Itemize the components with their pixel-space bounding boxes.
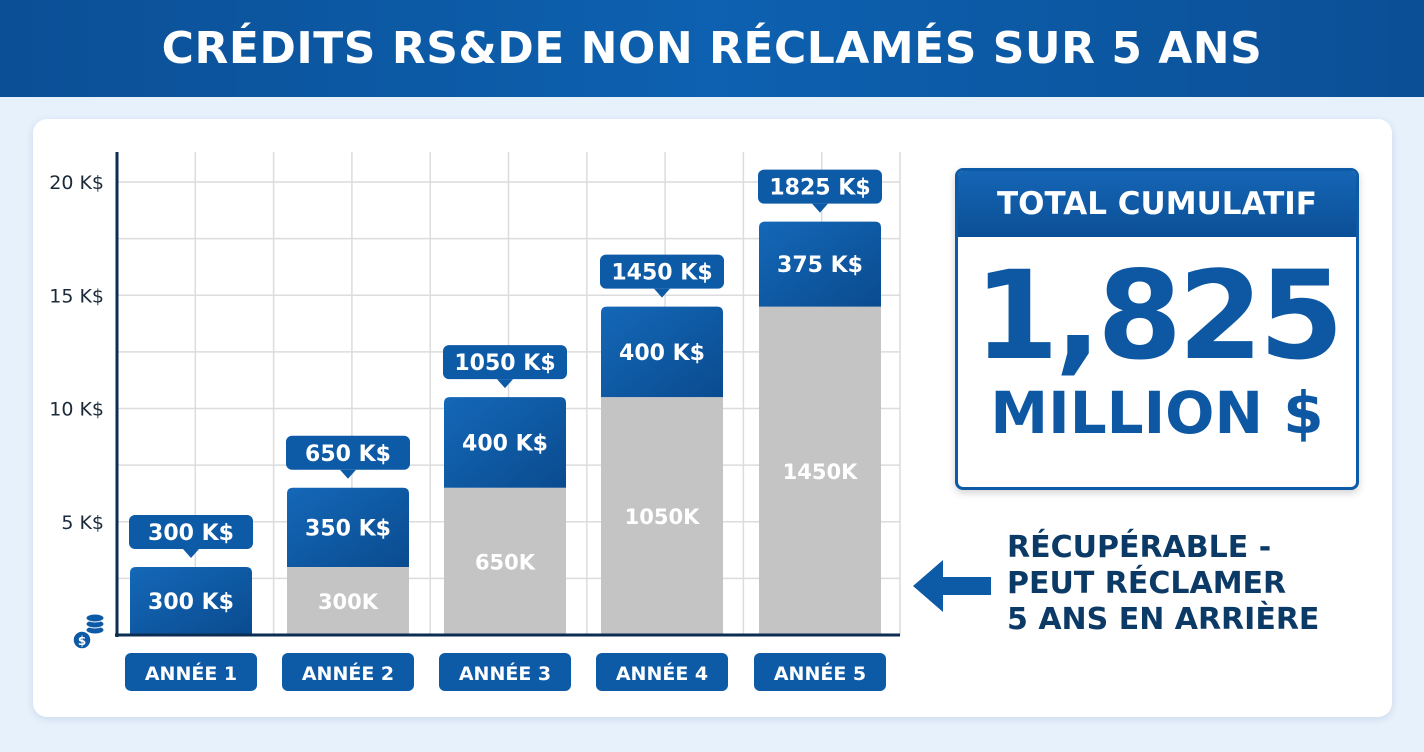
bar-label-new: 400 K$ — [462, 431, 548, 456]
recoverable-note: RÉCUPÉRABLE - PEUT RÉCLAMER 5 ANS EN ARR… — [1007, 530, 1319, 638]
bar-segment-new — [287, 487, 409, 568]
callout-pointer — [183, 549, 199, 559]
bar-segment-previous — [287, 567, 409, 635]
category-label: ANNÉE 5 — [774, 662, 866, 685]
bar-segment-previous — [601, 397, 723, 635]
coin — [85, 613, 105, 623]
bar-label-previous: 1450K — [783, 460, 858, 484]
total-unit: MILLION $ — [990, 379, 1324, 447]
bar-segment-previous — [759, 306, 881, 635]
total-label: 650 K$ — [305, 442, 391, 467]
coin — [72, 630, 92, 650]
y-tick-label: 15 K$ — [49, 285, 104, 307]
category-label: ANNÉE 4 — [616, 662, 708, 685]
total-callout — [600, 254, 724, 289]
bar-segment-new — [601, 306, 723, 398]
callout-pointer — [497, 379, 513, 389]
callout-pointer — [340, 469, 356, 479]
bar-segment-new — [759, 221, 881, 307]
total-label: 1050 K$ — [454, 351, 555, 376]
arrow-left-icon — [913, 560, 991, 612]
y-tick-label: 10 K$ — [49, 399, 104, 421]
bar-segment-new — [130, 567, 252, 635]
category-label: ANNÉE 1 — [145, 662, 237, 685]
total-callout — [129, 515, 253, 550]
category-pill — [282, 653, 414, 691]
total-callout — [758, 169, 882, 204]
title-bar: CRÉDITS RS&DE NON RÉCLAMÉS SUR 5 ANS — [0, 0, 1424, 97]
bar-label-previous: 300K — [318, 590, 379, 614]
category-label: ANNÉE 2 — [302, 662, 394, 685]
coins-dollar-icon: $ — [72, 613, 105, 650]
page-title: CRÉDITS RS&DE NON RÉCLAMÉS SUR 5 ANS — [161, 23, 1263, 74]
category-pill — [596, 653, 728, 691]
category-pill — [439, 653, 571, 691]
bar-label-new: 375 K$ — [777, 253, 863, 278]
total-header: TOTAL CUMULATIF — [958, 171, 1356, 237]
category-pill — [125, 653, 257, 691]
bar-label-new: 300 K$ — [148, 590, 234, 615]
bar-segment-new — [444, 397, 566, 488]
category-pill — [754, 653, 886, 691]
total-label: 1825 K$ — [769, 176, 870, 201]
total-value: 1,825 — [974, 245, 1344, 387]
note-line: PEUT RÉCLAMER — [1007, 566, 1287, 601]
total-callout — [286, 435, 410, 470]
total-label: 300 K$ — [148, 521, 234, 546]
bar-label-new: 400 K$ — [619, 341, 705, 366]
bar-label-previous: 1050K — [625, 505, 700, 529]
note-line: 5 ANS EN ARRIÈRE — [1007, 602, 1320, 637]
dollar-sign: $ — [78, 634, 86, 648]
bar-label-new: 350 K$ — [305, 516, 391, 541]
callout-pointer — [654, 288, 670, 298]
bar-label-previous: 650K — [475, 550, 536, 574]
note-line: RÉCUPÉRABLE - — [1007, 530, 1272, 565]
total-cumulative-box: TOTAL CUMULATIF 1,825 MILLION $ — [955, 168, 1359, 490]
total-callout — [443, 345, 567, 380]
callout-pointer — [812, 203, 828, 213]
total-label: 1450 K$ — [611, 261, 712, 286]
y-tick-label: 20 K$ — [49, 172, 104, 194]
bar-segment-previous — [444, 487, 566, 635]
y-tick-label: 5 K$ — [61, 512, 104, 534]
category-label: ANNÉE 3 — [459, 662, 551, 685]
